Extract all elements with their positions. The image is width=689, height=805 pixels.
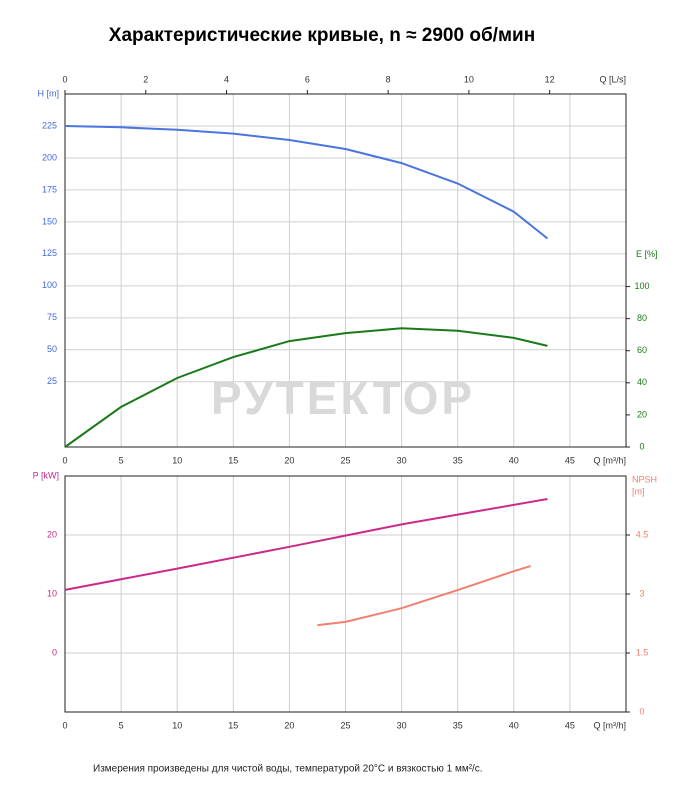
y-tick-label: 75 [47,312,57,322]
panel: 0 5 10 15 20 25 30 35 40 45 Q [m³/h] 0 10 20 P [kW] 0 1.… [33,470,657,730]
y-tick-label: 0 [52,647,57,657]
x-tick-label: 0 [62,720,67,730]
y2-tick-label: 1.5 [636,647,649,657]
y2-axis-label: NPSH [632,474,657,484]
y-tick-label: 125 [42,248,57,258]
x-tick-label: 5 [119,455,124,465]
x-tick-label: 10 [172,455,182,465]
x-tick-label: 15 [228,455,238,465]
footer-note: Измерения произведены для чистой воды, т… [93,764,483,775]
x-tick-label: 40 [509,720,519,730]
x-axis-label: Q [m³/h] [593,720,626,730]
watermark: РУТЕКТОР [211,372,475,424]
x-tick-label: 25 [340,720,350,730]
y2-tick-label: 20 [637,409,647,419]
x2-tick-label: 6 [305,74,310,84]
x-tick-label: 25 [340,455,350,465]
x2-tick-label: 0 [62,74,67,84]
y-tick-label: 200 [42,152,57,162]
page-title: Характеристические кривые, n ≈ 2900 об/м… [109,25,535,46]
y-tick-label: 225 [42,120,57,130]
x2-tick-label: 2 [143,74,148,84]
y2-axis-label: E [%] [636,249,658,259]
x-axis-label: Q [m³/h] [593,455,626,465]
y-tick-label: 20 [47,529,57,539]
x2-axis-label: Q [L/s] [599,74,626,84]
y2-tick-label: 4.5 [636,529,649,539]
series-line [64,498,548,591]
y-tick-label: 10 [47,588,57,598]
y2-tick-label: 0 [639,706,644,716]
plot-frame [64,93,627,448]
x-tick-label: 45 [565,455,575,465]
y-tick-label: 175 [42,184,57,194]
series-line [64,327,548,448]
panel: 0 5 10 15 20 25 30 35 40 45 Q [m³/h] 0 2 4 6 8 10 12 Q [L/… [38,74,658,465]
x2-tick-label: 12 [545,74,555,84]
y-tick-label: 50 [47,344,57,354]
y-tick-label: 25 [47,376,57,386]
y-tick-label: 100 [42,280,57,290]
y2-tick-label: 100 [634,281,649,291]
plot-frame [64,475,627,713]
x-tick-label: 35 [453,720,463,730]
x-tick-label: 5 [119,720,124,730]
y2-tick-label: 80 [637,313,647,323]
x-tick-label: 15 [228,720,238,730]
y2-tick-label: 3 [639,588,644,598]
x-tick-label: 30 [397,720,407,730]
y-axis-label: P [kW] [33,470,59,480]
x-tick-label: 40 [509,455,519,465]
x-tick-label: 30 [397,455,407,465]
x-tick-label: 35 [453,455,463,465]
x-tick-label: 20 [284,455,294,465]
series-line [317,565,531,627]
y2-axis-label: [m] [632,486,645,496]
y2-tick-label: 40 [637,377,647,387]
x-tick-label: 20 [284,720,294,730]
x2-tick-label: 8 [386,74,391,84]
y-axis-label: H [m] [38,88,60,98]
y2-tick-label: 0 [639,441,644,451]
x2-tick-label: 4 [224,74,229,84]
y2-tick-label: 60 [637,345,647,355]
x-tick-label: 0 [62,455,67,465]
y-tick-label: 150 [42,216,57,226]
x-tick-label: 45 [565,720,575,730]
x2-tick-label: 10 [464,74,474,84]
series-line [64,125,549,240]
x-tick-label: 10 [172,720,182,730]
